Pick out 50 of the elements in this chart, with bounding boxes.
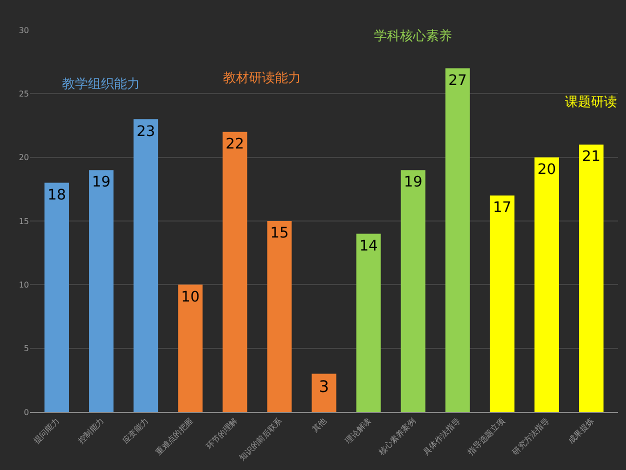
data-label: 17 (492, 200, 512, 216)
data-label: 19 (92, 174, 111, 191)
x-tick-label: 核心素养案例 (376, 416, 418, 458)
data-label: 22 (226, 136, 244, 152)
x-tick-label: 控制能力 (76, 416, 106, 446)
data-label: 20 (537, 162, 556, 178)
bar (445, 68, 470, 412)
data-label: 27 (448, 72, 467, 89)
data-label: 10 (181, 289, 200, 306)
annotation: 课题研读 (565, 95, 617, 110)
x-tick-label: 重难点的把握 (154, 416, 195, 457)
data-label: 18 (47, 187, 66, 204)
x-tick-label: 应变能力 (121, 416, 150, 446)
bar (134, 119, 158, 412)
annotation: 学科核心素养 (374, 28, 452, 44)
y-tick-label: 5 (24, 344, 29, 354)
bar (312, 374, 336, 412)
bar (178, 284, 203, 412)
bar (222, 132, 248, 412)
y-tick-label: 25 (18, 89, 29, 98)
x-tick-label: 其他 (310, 416, 328, 434)
x-tick-label: 理论解读 (344, 416, 373, 446)
bar (579, 144, 604, 412)
data-label: 23 (136, 124, 156, 140)
data-label: 21 (582, 149, 601, 166)
y-tick-label: 30 (18, 26, 29, 35)
bar (267, 221, 292, 412)
x-tick-label: 指导选题立项 (465, 416, 506, 458)
x-tick-label: 成果提炼 (566, 416, 596, 446)
x-tick-label: 知识的前后联系 (238, 416, 284, 462)
annotation: 教学组织能力 (62, 77, 140, 92)
bar (534, 157, 559, 412)
x-tick-label: 研究方法指导 (510, 416, 551, 457)
y-tick-label: 15 (18, 216, 29, 226)
data-label: 14 (359, 238, 378, 254)
y-tick-label: 10 (18, 280, 29, 290)
data-label: 15 (270, 226, 289, 242)
bar (400, 170, 426, 412)
x-tick-label: 提问能力 (32, 416, 61, 446)
y-tick-label: 20 (18, 153, 29, 162)
data-label: 3 (318, 376, 330, 396)
data-label: 19 (404, 174, 422, 191)
bar (89, 170, 114, 412)
bar (44, 182, 69, 412)
annotation: 教材研读能力 (223, 71, 301, 86)
bar (490, 196, 514, 412)
x-tick-label: 具体作法指导 (422, 416, 462, 457)
bar (356, 234, 381, 412)
y-tick-label: 0 (24, 408, 29, 417)
x-tick-label: 环节的理解 (204, 416, 240, 452)
